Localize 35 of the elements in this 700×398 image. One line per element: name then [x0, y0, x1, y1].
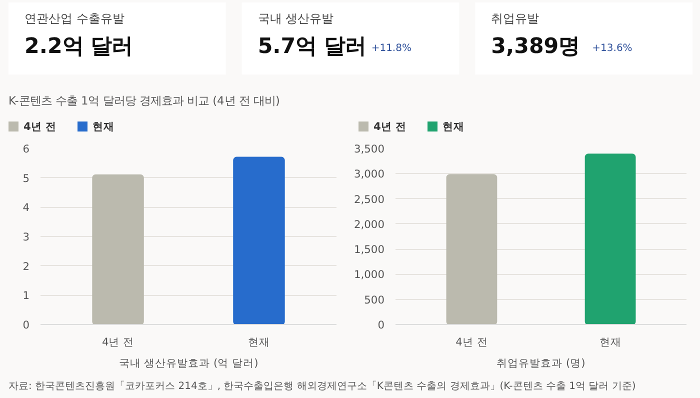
category-label: 연관산업 수출유발	[24, 12, 124, 26]
legend-label: 현재	[92, 120, 114, 133]
chart-title: K-콘텐츠 수출 1억 달러당 경제효과 비교 (4년 전 대비)	[8, 94, 280, 108]
legend-label: 현재	[442, 120, 464, 133]
text: +13.6%	[592, 43, 632, 54]
x-tick-label: 4년 전	[102, 336, 134, 348]
y-tick-label: 3,500	[354, 142, 385, 156]
text: 5.7억 달러	[258, 34, 366, 59]
y-tick-label: 4	[22, 201, 30, 214]
x-tick-label: 4년 전	[456, 336, 488, 348]
text: 자료: 한국콘텐츠진흥원「코카포커스 214호」, 한국수출입은행 해외경제연구소「K콘텐츠 수출의 경제효과」(K-콘텐츠 수출 1억 달러 기준)	[8, 380, 636, 392]
y-tick-label: 1,500	[354, 243, 385, 256]
y-tick-label: 0	[22, 318, 30, 332]
legend-label: 4년 전	[24, 120, 57, 133]
y-tick-label: 3	[22, 230, 30, 244]
y-tick-label: 500	[364, 293, 385, 306]
text: 2.2억 달러	[24, 34, 133, 59]
x-tick-label: 현재	[599, 336, 622, 348]
y-tick-label: 1,000	[354, 268, 385, 282]
y-tick-label: 2,000	[354, 218, 385, 231]
y-tick-label: 5	[22, 172, 30, 185]
y-tick-label: 0	[378, 318, 385, 332]
y-tick-label: 1	[22, 289, 30, 302]
x-axis-title: 국내 생산유발효과 (억 달러)	[118, 356, 258, 370]
category-label: 국내 생산유발	[258, 12, 334, 26]
y-tick-label: 2,500	[354, 192, 385, 206]
text: +11.8%	[371, 43, 412, 54]
text: 3,389명	[491, 34, 580, 59]
y-tick-label: 6	[22, 142, 30, 156]
x-axis-title: 취업유발효과 (명)	[496, 356, 586, 370]
legend-label: 4년 전	[374, 120, 407, 133]
x-tick-label: 현재	[248, 336, 270, 348]
y-tick-label: 3,000	[354, 168, 385, 181]
category-label: 취업유발	[491, 12, 540, 26]
y-tick-label: 2	[22, 260, 30, 273]
